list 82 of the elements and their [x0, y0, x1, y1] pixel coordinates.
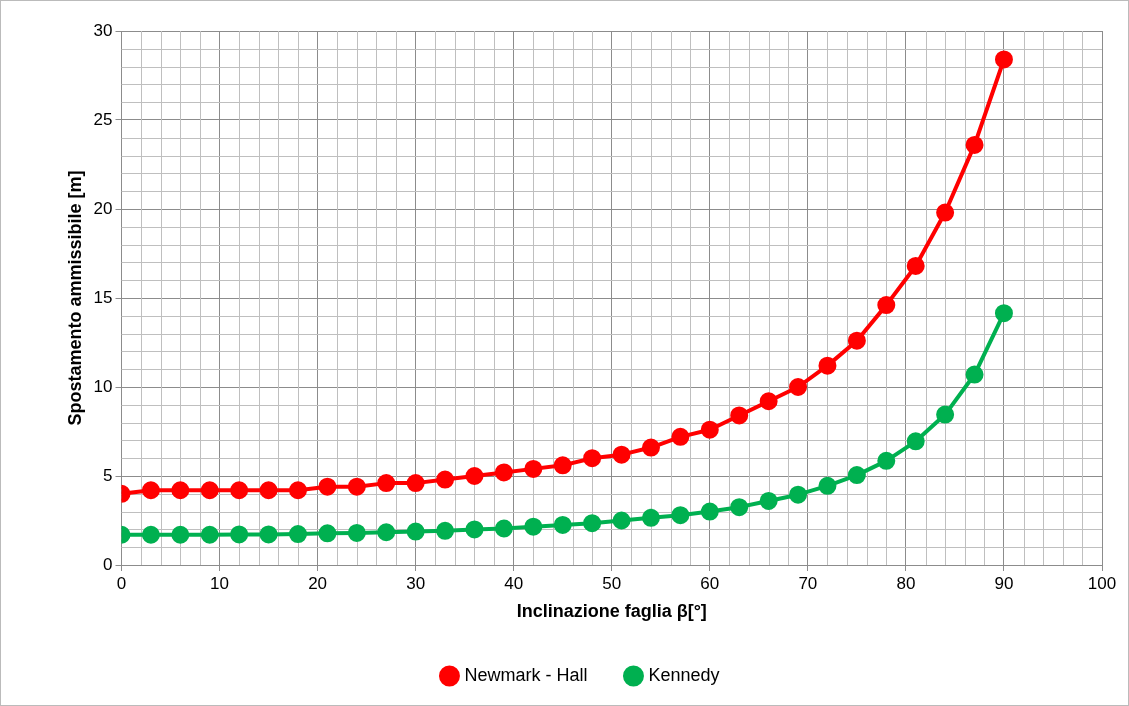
point: [318, 524, 337, 543]
point: [494, 519, 513, 538]
point: [377, 474, 396, 493]
point: [818, 356, 837, 375]
point: [730, 406, 749, 425]
point: [406, 474, 425, 493]
point: [289, 525, 307, 544]
point: [759, 392, 778, 411]
x-tick-label: 60: [700, 573, 720, 593]
point: [553, 456, 572, 475]
point: [847, 331, 866, 350]
point: [789, 485, 808, 504]
point: [847, 466, 866, 485]
point: [377, 523, 396, 542]
point: [524, 517, 543, 536]
y-tick-label: 15: [93, 287, 113, 307]
point: [200, 525, 219, 544]
point: [583, 514, 602, 533]
point: [230, 481, 249, 500]
point: [730, 498, 749, 517]
point: [436, 470, 455, 489]
x-tick-label: 90: [994, 573, 1014, 593]
point: [994, 50, 1013, 69]
point: [641, 508, 660, 527]
point: [171, 481, 190, 500]
y-tick-label: 10: [93, 376, 113, 396]
point: [877, 451, 896, 470]
y-tick-label: 25: [93, 109, 113, 129]
point: [994, 304, 1013, 323]
point: [936, 203, 955, 222]
point: [759, 491, 778, 510]
point: [965, 135, 984, 154]
point: [259, 525, 278, 544]
point: [789, 378, 808, 396]
x-tick-label: 80: [896, 573, 916, 593]
point: [671, 506, 690, 525]
x-axis-title: Inclinazione faglia β[°]: [516, 601, 707, 622]
point: [965, 365, 984, 384]
point: [612, 511, 631, 530]
point: [524, 459, 543, 478]
point: [583, 449, 602, 468]
x-tick-label: 30: [406, 573, 426, 593]
point: [171, 525, 190, 544]
point: [906, 256, 925, 275]
x-tick-label: 70: [798, 573, 818, 593]
point: [230, 525, 249, 544]
x-tick-label: 10: [210, 573, 230, 593]
point: [200, 481, 219, 500]
point: [406, 522, 425, 541]
point: [259, 481, 278, 500]
legend-label: Newmark - Hall: [464, 664, 588, 685]
point: [612, 445, 631, 464]
point: [347, 523, 366, 542]
point: [141, 525, 160, 544]
x-tick-label: 20: [308, 573, 328, 593]
x-tick-label: 100: [1087, 573, 1117, 593]
point: [641, 438, 660, 457]
y-tick-label: 0: [103, 554, 113, 574]
point: [877, 296, 896, 315]
point: [289, 481, 307, 500]
point: [318, 477, 337, 496]
legend-label: Kennedy: [648, 664, 720, 685]
x-tick-label: 0: [116, 573, 127, 593]
point: [906, 432, 925, 451]
point: [494, 463, 513, 482]
point: [465, 520, 484, 539]
y-axis-title: Spostamento ammissibile [m]: [64, 170, 85, 426]
point: [936, 405, 955, 424]
point: [465, 467, 484, 485]
point: [700, 420, 719, 439]
y-tick-label: 30: [93, 20, 113, 40]
point: [553, 515, 572, 534]
y-tick-label: 5: [103, 465, 113, 485]
point: [141, 481, 160, 500]
point: [436, 521, 455, 540]
x-tick-label: 50: [602, 573, 622, 593]
x-tick-label: 40: [504, 573, 524, 593]
point: [700, 502, 719, 521]
y-tick-label: 20: [93, 198, 113, 218]
point: [671, 427, 690, 446]
point: [347, 477, 366, 496]
point: [818, 476, 837, 495]
